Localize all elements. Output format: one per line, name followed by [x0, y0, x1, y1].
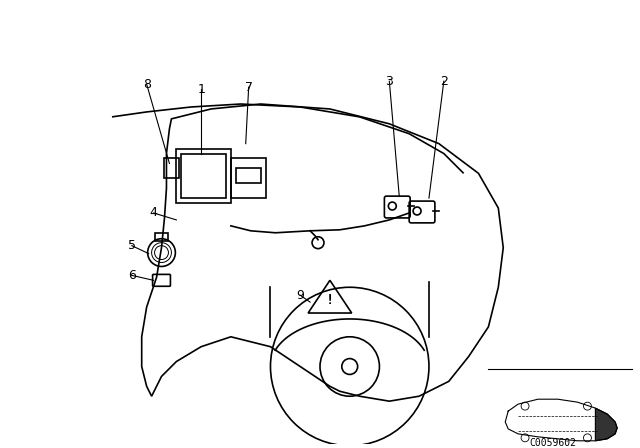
Text: 4: 4	[150, 207, 157, 220]
Text: 6: 6	[128, 269, 136, 282]
Text: 1: 1	[197, 82, 205, 96]
Text: C0059602: C0059602	[529, 438, 576, 448]
Polygon shape	[595, 408, 617, 441]
Text: 8: 8	[143, 78, 150, 90]
Text: 7: 7	[244, 81, 253, 94]
Text: 9: 9	[296, 289, 304, 302]
Text: !: !	[326, 293, 334, 307]
Text: 2: 2	[440, 75, 448, 88]
Text: 3: 3	[385, 75, 393, 88]
Text: 5: 5	[128, 239, 136, 252]
